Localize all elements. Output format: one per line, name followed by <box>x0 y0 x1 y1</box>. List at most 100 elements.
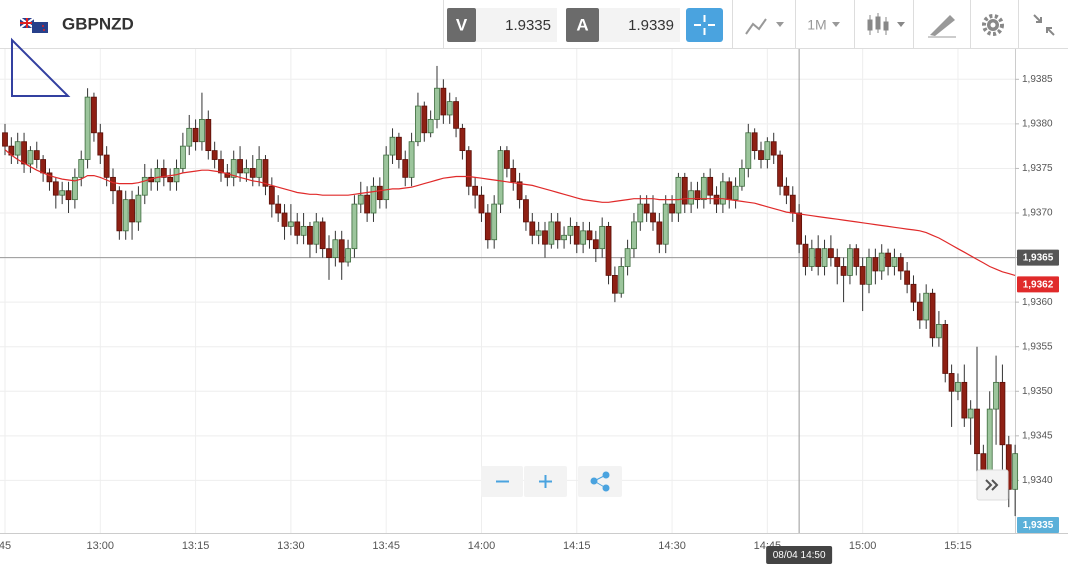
candle-body <box>268 185 275 205</box>
candle-body <box>942 324 949 374</box>
candle-body <box>707 176 714 196</box>
candle-body <box>243 168 250 174</box>
y-tick-label: 1,9385 <box>1022 74 1053 85</box>
candle-body <box>650 212 656 223</box>
candle-body <box>326 248 332 258</box>
x-tick-label: 14:30 <box>658 540 686 552</box>
scroll-to-end-button[interactable] <box>976 469 1009 501</box>
candle-body <box>497 150 504 205</box>
candle-body <box>897 257 904 272</box>
candle-body <box>726 181 733 201</box>
candle-body <box>993 381 999 410</box>
candle-body <box>357 194 364 205</box>
candle-body <box>859 266 866 285</box>
candle-body <box>364 194 371 214</box>
x-tick-label: 14:00 <box>468 540 496 552</box>
candle-body <box>605 225 612 276</box>
candle-body <box>764 141 771 160</box>
candle-body <box>249 168 256 178</box>
candle-body <box>230 159 237 178</box>
ask-button[interactable] <box>566 8 599 42</box>
candle-body <box>827 248 834 258</box>
candle-body <box>694 190 701 201</box>
header: GBPNZD V 1.9335 A 1.9339 1M <box>0 0 1068 49</box>
candle-body <box>637 203 644 223</box>
candle-body <box>700 176 707 201</box>
candle-body <box>592 239 599 250</box>
timeframe-button[interactable]: 1M <box>807 17 826 33</box>
candle-body <box>319 221 326 250</box>
candle-body <box>789 194 796 214</box>
candle-body <box>211 150 218 160</box>
candle-body <box>516 181 523 201</box>
candle-body <box>681 176 688 205</box>
candle-body <box>370 185 377 214</box>
candle-body <box>338 239 345 263</box>
candle-body <box>1012 453 1019 490</box>
candle-body <box>218 159 224 174</box>
candle-body <box>783 185 790 196</box>
candle-body <box>548 221 555 245</box>
candle-body <box>675 176 682 214</box>
candle-body <box>586 230 593 241</box>
candle-body <box>618 266 625 294</box>
candle-body <box>33 150 40 160</box>
candle-body <box>1005 444 1012 490</box>
x-tick-label: 13:15 <box>182 540 210 552</box>
draw-button[interactable] <box>928 15 956 38</box>
candle-body <box>434 87 440 120</box>
candle-body <box>91 96 97 134</box>
y-tick-label: 1,9340 <box>1022 475 1053 486</box>
moving-average-price-label-box <box>1017 276 1059 293</box>
candle-body <box>929 292 936 339</box>
candle-body <box>847 248 853 276</box>
indicators-button[interactable] <box>745 18 784 35</box>
candle-body <box>160 168 167 178</box>
crosshair-time-label: 08/04 14:50 <box>773 550 826 561</box>
candle-body <box>529 221 536 236</box>
candle-body <box>78 159 85 178</box>
chart-type-button[interactable] <box>867 13 905 35</box>
candle-body <box>834 257 841 267</box>
candle-body <box>141 176 148 196</box>
candle-body <box>923 292 930 321</box>
candle-body <box>110 176 116 192</box>
candle-body <box>891 257 898 267</box>
candle-body <box>440 87 447 116</box>
candle-body <box>815 248 822 267</box>
candle-body <box>751 132 758 152</box>
bid-button[interactable] <box>447 8 476 42</box>
y-tick-label: 1,9380 <box>1022 119 1053 130</box>
moving-average-line <box>4 149 1016 276</box>
candle-body <box>770 141 777 156</box>
candle-body <box>777 154 783 187</box>
share-button[interactable] <box>578 466 622 497</box>
candle-body <box>154 168 161 183</box>
settings-button[interactable] <box>982 14 1004 36</box>
collapse-button[interactable] <box>1033 14 1055 36</box>
candle-body <box>415 105 421 143</box>
candle-body <box>281 212 288 227</box>
candle-body <box>866 257 872 285</box>
candle-body <box>2 132 8 147</box>
candle-body <box>999 381 1006 446</box>
candle-body <box>103 154 110 178</box>
candle-body <box>535 230 542 236</box>
candle-body <box>21 141 27 165</box>
candle-body <box>389 136 396 156</box>
overlay-labels: 1,9365 1,9362 1,9335 08/04 14:50 <box>766 249 1059 564</box>
y-tick-label: 1,9345 <box>1022 430 1053 441</box>
candle-body <box>237 159 243 174</box>
candle-body <box>573 225 580 245</box>
candle-body <box>853 248 860 267</box>
candle-body <box>669 203 675 214</box>
candle-body <box>65 190 72 201</box>
candle-body <box>84 96 91 160</box>
candle-body <box>14 141 21 156</box>
candle-body <box>478 194 485 214</box>
crosshair-button[interactable] <box>686 8 723 42</box>
candle-body <box>52 181 59 196</box>
candle-body <box>656 221 663 245</box>
candle-body <box>351 203 358 250</box>
